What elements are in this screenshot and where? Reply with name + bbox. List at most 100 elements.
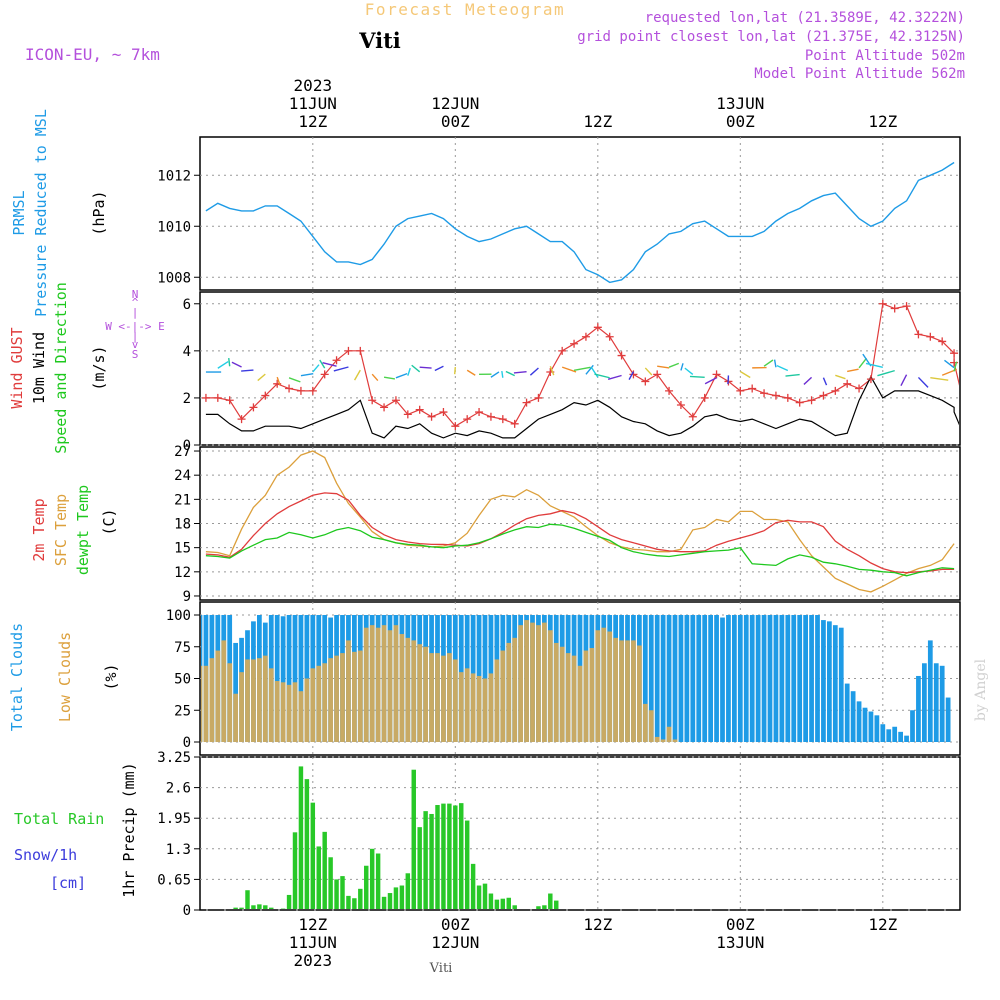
y-tick-label-precip: 1.3: [166, 842, 191, 858]
pressure-unit: (hPa): [90, 190, 108, 235]
precip-bar: [304, 779, 310, 909]
low-cloud-bar: [209, 658, 215, 742]
wind-gust-marker: [914, 330, 923, 339]
wind-gust-marker: [795, 398, 804, 407]
time-label-top: 11JUN: [289, 94, 337, 113]
low-cloud-bar: [387, 630, 393, 742]
low-cloud-bar: [233, 693, 238, 742]
total-cloud-bar: [298, 615, 304, 742]
low-cloud-bar: [304, 678, 310, 742]
low-cloud-bar: [530, 622, 535, 742]
wind-gust-marker: [225, 396, 234, 405]
precip-bar: [488, 893, 494, 909]
wind-direction-arrow: [594, 373, 610, 379]
wind-label-gust: Wind GUST: [8, 327, 26, 408]
wind-direction-arrow: [276, 376, 281, 386]
wind-gust-marker: [771, 391, 780, 400]
low-cloud-bar: [672, 739, 678, 742]
wind-direction-arrow: [607, 374, 622, 380]
total-cloud-bar: [886, 729, 892, 742]
total-cloud-bar: [927, 640, 933, 742]
wind-gust-marker: [938, 337, 947, 346]
y-tick-label-temp: 21: [174, 492, 191, 508]
y-tick-label-precip: 3.25: [157, 750, 191, 766]
total-cloud-bar: [850, 691, 856, 742]
low-cloud-bar: [239, 672, 244, 742]
precip-bar: [245, 890, 250, 909]
total-cloud-bar: [856, 701, 862, 742]
total-cloud-bar: [791, 615, 797, 742]
compass-up: ^: [132, 296, 139, 309]
low-cloud-bar: [393, 625, 399, 742]
low-cloud-bar: [464, 668, 470, 742]
y-tick-label-temp: 9: [183, 589, 191, 605]
low-cloud-bar: [536, 625, 541, 742]
low-cloud-bar: [286, 684, 292, 742]
low-cloud-bar: [648, 710, 654, 742]
wind-direction-arrow: [407, 367, 411, 376]
precip-bar: [411, 769, 416, 909]
precip-bar: [316, 846, 321, 909]
wind-direction-arrow: [228, 358, 231, 367]
total-cloud-bar: [702, 615, 708, 742]
low-cloud-bar: [654, 736, 660, 742]
requested-coords: requested lon,lat (21.3589E, 42.3222N): [645, 10, 965, 26]
total-cloud-bar: [945, 697, 951, 742]
total-cloud-bar: [815, 615, 820, 742]
y-tick-label-temp: 12: [174, 565, 191, 581]
precip-bar: [251, 905, 256, 909]
total-cloud-bar: [743, 615, 749, 742]
wind-direction-arrow: [453, 366, 457, 375]
wind-direction-arrow: [900, 374, 908, 386]
y-tick-label-temp: 24: [174, 468, 191, 484]
precip-bar: [263, 905, 268, 909]
wind-direction-arrow: [217, 360, 229, 369]
precip-bar: [381, 896, 387, 909]
precip-bar: [328, 857, 333, 909]
wind-gust-marker: [605, 332, 614, 341]
y-tick-label-temp: 27: [174, 444, 191, 460]
wind-unit: (m/s): [90, 345, 108, 390]
total-cloud-bar: [898, 731, 903, 742]
total-cloud-bar: [933, 663, 939, 742]
y-tick-label-pressure: 1010: [157, 219, 191, 235]
total-cloud-bar: [749, 615, 755, 742]
time-label-bottom: 12JUN: [431, 933, 479, 952]
total-cloud-bar: [654, 615, 660, 742]
wind-direction-arrow: [727, 375, 730, 385]
low-cloud-bar: [221, 640, 227, 742]
compass-n: N: [132, 288, 139, 301]
precip-bar: [447, 803, 452, 909]
precip-bar: [233, 907, 238, 909]
time-label-bottom: 12Z: [298, 915, 327, 934]
credit-watermark: by Angel: [973, 658, 989, 721]
wind-direction-arrow: [561, 366, 577, 373]
wind-direction-arrow: [529, 367, 539, 376]
precip-bar: [239, 907, 244, 909]
clouds-label-total: Total Clouds: [8, 623, 26, 731]
wind-gust-marker: [748, 384, 757, 393]
wind-direction-arrow: [383, 376, 395, 380]
low-cloud-bar: [423, 646, 428, 742]
total-cloud-bar: [732, 615, 737, 742]
chart-marks: [200, 161, 960, 911]
wind-direction-arrow: [513, 371, 527, 374]
wind-direction-arrow: [668, 362, 680, 368]
wind-gust-marker: [712, 370, 721, 379]
wind-gust-marker: [213, 393, 222, 402]
low-cloud-bar: [524, 620, 529, 742]
total-cloud-bar: [726, 615, 731, 742]
wind-gust-marker: [807, 396, 816, 405]
low-cloud-bar: [203, 665, 209, 742]
y-tick-label-precip: 2.6: [166, 781, 191, 797]
y-tick-label-clouds: 100: [166, 608, 191, 624]
snow-unit-label: [cm]: [50, 874, 86, 892]
total-cloud-bar: [755, 615, 761, 742]
y-tick-label-clouds: 75: [174, 640, 191, 656]
wind-gust-marker: [237, 415, 246, 424]
total-cloud-bar: [892, 726, 898, 742]
total-cloud-bar: [910, 710, 915, 742]
wind-label-10m: 10m Wind: [30, 332, 48, 404]
low-cloud-bar: [506, 642, 512, 742]
